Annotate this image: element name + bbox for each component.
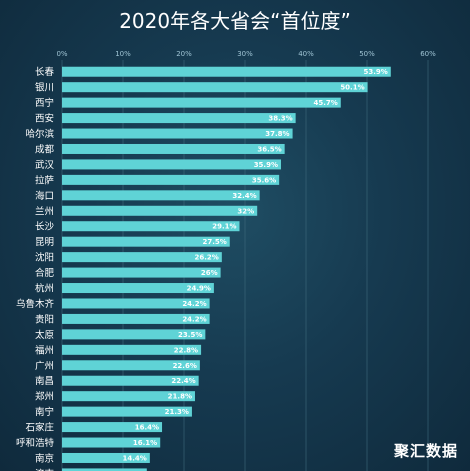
bar-value-label: 29.1% bbox=[212, 223, 236, 231]
bars: 长春 53.9% 银川 50.1% 西宁 45.7% 西安 38.3% 哈尔滨 37.8% 成都 36… bbox=[16, 66, 391, 471]
bar bbox=[62, 406, 192, 417]
bar-value-label: 26.2% bbox=[195, 254, 219, 262]
bar-value-label: 14.4% bbox=[123, 454, 147, 462]
category-label: 哈尔滨 bbox=[25, 128, 54, 140]
bar-value-label: 32.4% bbox=[232, 192, 256, 200]
bar bbox=[62, 283, 214, 294]
bar bbox=[62, 82, 368, 93]
x-tick-label: 40% bbox=[298, 50, 314, 58]
bar-value-label: 35.9% bbox=[254, 161, 278, 169]
x-tick-label: 10% bbox=[115, 50, 131, 58]
bar bbox=[62, 422, 163, 433]
bar bbox=[62, 391, 195, 402]
bar bbox=[62, 375, 199, 386]
category-label: 海口 bbox=[35, 190, 54, 202]
bar bbox=[62, 452, 150, 463]
bar-value-label: 23.5% bbox=[178, 331, 202, 339]
bar-value-label: 36.5% bbox=[257, 145, 281, 153]
bar bbox=[62, 97, 341, 108]
bar bbox=[62, 143, 285, 154]
category-label: 合肥 bbox=[35, 267, 55, 279]
category-label: 拉萨 bbox=[35, 174, 55, 186]
bar-value-label: 22.8% bbox=[174, 346, 198, 354]
bar-value-label: 37.8% bbox=[265, 130, 289, 138]
category-label: 福州 bbox=[35, 344, 54, 356]
bar-value-label: 16.4% bbox=[135, 424, 159, 432]
category-label: 长春 bbox=[35, 66, 55, 78]
bar-value-label: 35.6% bbox=[252, 176, 276, 184]
x-tick-label: 30% bbox=[237, 50, 253, 58]
category-label: 南昌 bbox=[35, 375, 54, 387]
bar-value-label: 21.3% bbox=[165, 408, 189, 416]
x-tick-label: 50% bbox=[359, 50, 375, 58]
category-label: 杭州 bbox=[35, 283, 54, 295]
category-label: 银川 bbox=[35, 82, 54, 94]
bar-value-label: 13.9% bbox=[119, 470, 143, 471]
category-label: 昆明 bbox=[35, 237, 54, 248]
bar bbox=[62, 252, 222, 263]
bar bbox=[62, 221, 240, 232]
category-label: 南宁 bbox=[35, 406, 54, 418]
bar-value-label: 21.8% bbox=[168, 393, 192, 401]
bar-value-label: 27.5% bbox=[202, 238, 226, 246]
x-axis-ticks: 0% 10% 20% 30% 40% 50% 60% bbox=[56, 50, 436, 58]
bar bbox=[62, 267, 221, 278]
bar-value-label: 26% bbox=[201, 269, 218, 277]
bar bbox=[62, 313, 210, 324]
bar bbox=[62, 113, 296, 124]
bar-value-label: 53.9% bbox=[363, 68, 387, 76]
category-label: 贵阳 bbox=[35, 313, 54, 325]
bar-value-label: 22.6% bbox=[173, 362, 197, 370]
category-label: 成都 bbox=[35, 143, 55, 155]
chart-title: 2020年各大省会“首位度” bbox=[119, 9, 351, 33]
bar bbox=[62, 298, 210, 309]
bar-value-label: 24.2% bbox=[182, 315, 206, 323]
category-label: 郑州 bbox=[35, 391, 54, 403]
bar-value-label: 32% bbox=[237, 207, 254, 215]
bar bbox=[62, 468, 147, 471]
bar-value-label: 45.7% bbox=[313, 99, 337, 107]
bar-value-label: 50.1% bbox=[340, 84, 364, 92]
bar bbox=[62, 344, 202, 355]
bar bbox=[62, 190, 260, 201]
bar-value-label: 24.9% bbox=[187, 285, 211, 293]
category-label: 西安 bbox=[35, 113, 54, 125]
category-label: 太原 bbox=[35, 329, 54, 341]
category-label: 济南 bbox=[35, 468, 54, 471]
x-tick-label: 60% bbox=[420, 50, 436, 58]
category-label: 长沙 bbox=[35, 221, 55, 233]
bar-value-label: 22.4% bbox=[171, 377, 195, 385]
category-label: 呼和浩特 bbox=[16, 437, 55, 449]
bar bbox=[62, 329, 206, 340]
bar-value-label: 24.2% bbox=[182, 300, 206, 308]
bar bbox=[62, 128, 293, 139]
bar-value-label: 38.3% bbox=[268, 115, 292, 123]
bar bbox=[62, 159, 281, 170]
bar bbox=[62, 437, 161, 448]
bar bbox=[62, 205, 258, 216]
x-tick-label: 0% bbox=[56, 50, 67, 58]
category-label: 沈阳 bbox=[35, 252, 54, 264]
category-label: 西宁 bbox=[35, 97, 54, 109]
bar-value-label: 16.1% bbox=[133, 439, 157, 447]
category-label: 广州 bbox=[35, 360, 54, 372]
category-label: 石家庄 bbox=[25, 422, 54, 434]
bar bbox=[62, 174, 280, 185]
category-label: 武汉 bbox=[35, 159, 55, 171]
bar bbox=[62, 236, 230, 247]
bar bbox=[62, 360, 200, 371]
category-label: 兰州 bbox=[35, 205, 54, 217]
watermark: 聚汇数据 bbox=[393, 442, 458, 460]
category-label: 乌鲁木齐 bbox=[16, 298, 55, 310]
x-tick-label: 20% bbox=[176, 50, 192, 58]
bar bbox=[62, 66, 391, 77]
category-label: 南京 bbox=[35, 452, 54, 464]
